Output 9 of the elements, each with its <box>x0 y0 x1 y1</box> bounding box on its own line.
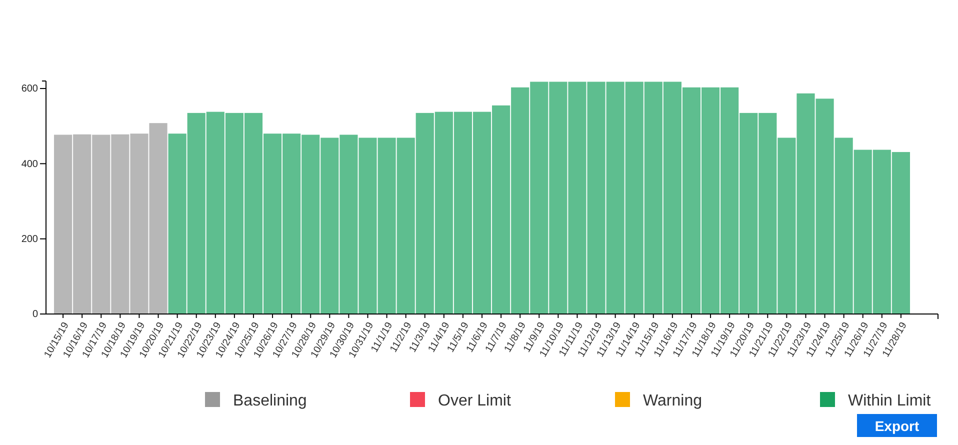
y-tick-label: 0 <box>32 309 38 320</box>
legend-label: Within Limit <box>848 392 932 410</box>
y-tick-label: 200 <box>21 234 38 246</box>
y-tick-label: 600 <box>21 84 38 95</box>
legend-label: Baselining <box>233 392 307 410</box>
legend-label: Over Limit <box>438 392 512 410</box>
legend-label: Warning <box>643 392 702 410</box>
export-button: Export <box>857 414 937 437</box>
y-tick-label: 400 <box>21 158 38 170</box>
